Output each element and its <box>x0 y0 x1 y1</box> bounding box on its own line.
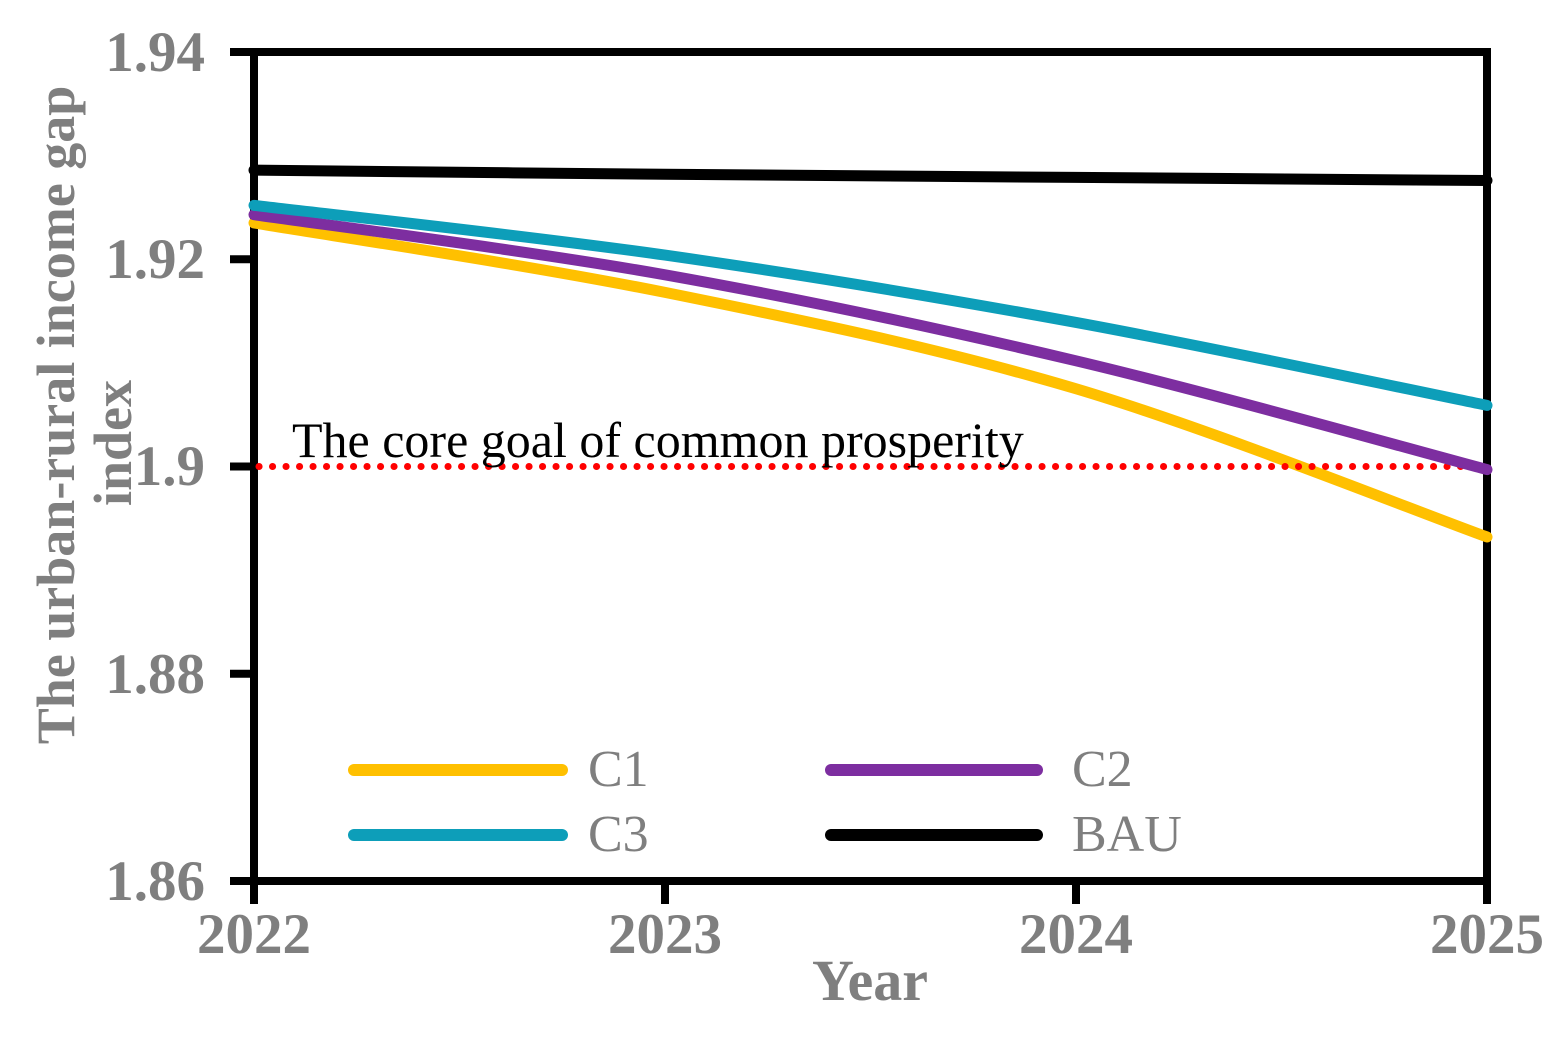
legend-label-c3: C3 <box>588 806 649 863</box>
legend-swatch-c1 <box>348 764 568 776</box>
y-tick-label: 1.94 <box>105 21 205 84</box>
legend-label-c2: C2 <box>1072 741 1133 798</box>
y-tick-label: 1.92 <box>105 228 205 291</box>
x-tick-label: 2024 <box>1019 903 1133 966</box>
series-line-bau <box>248 164 1493 186</box>
x-tick-label: 2022 <box>197 903 311 966</box>
y-tick-label: 1.86 <box>105 850 205 913</box>
series-line-c3 <box>248 199 1493 411</box>
y-tick-label: 1.9 <box>133 435 205 498</box>
x-tick-label: 2025 <box>1430 903 1544 966</box>
legend-swatch-c2 <box>825 764 1043 776</box>
legend-label-c1: C1 <box>588 741 649 798</box>
series-line-c2 <box>248 209 1493 476</box>
reference-line-label: The core goal of common prosperity <box>292 412 1024 468</box>
y-tick-label: 1.88 <box>105 643 205 706</box>
legend-swatch-bau <box>825 829 1043 841</box>
y-axis-title-line2: index <box>83 379 143 507</box>
x-tick-label: 2023 <box>608 903 722 966</box>
legend-label-bau: BAU <box>1072 806 1182 863</box>
x-axis-title: Year <box>812 948 928 1013</box>
legend-swatch-c3 <box>348 829 568 841</box>
series-line-c1 <box>248 217 1493 543</box>
y-axis-title-line1: The urban-rural income gap <box>26 85 86 745</box>
